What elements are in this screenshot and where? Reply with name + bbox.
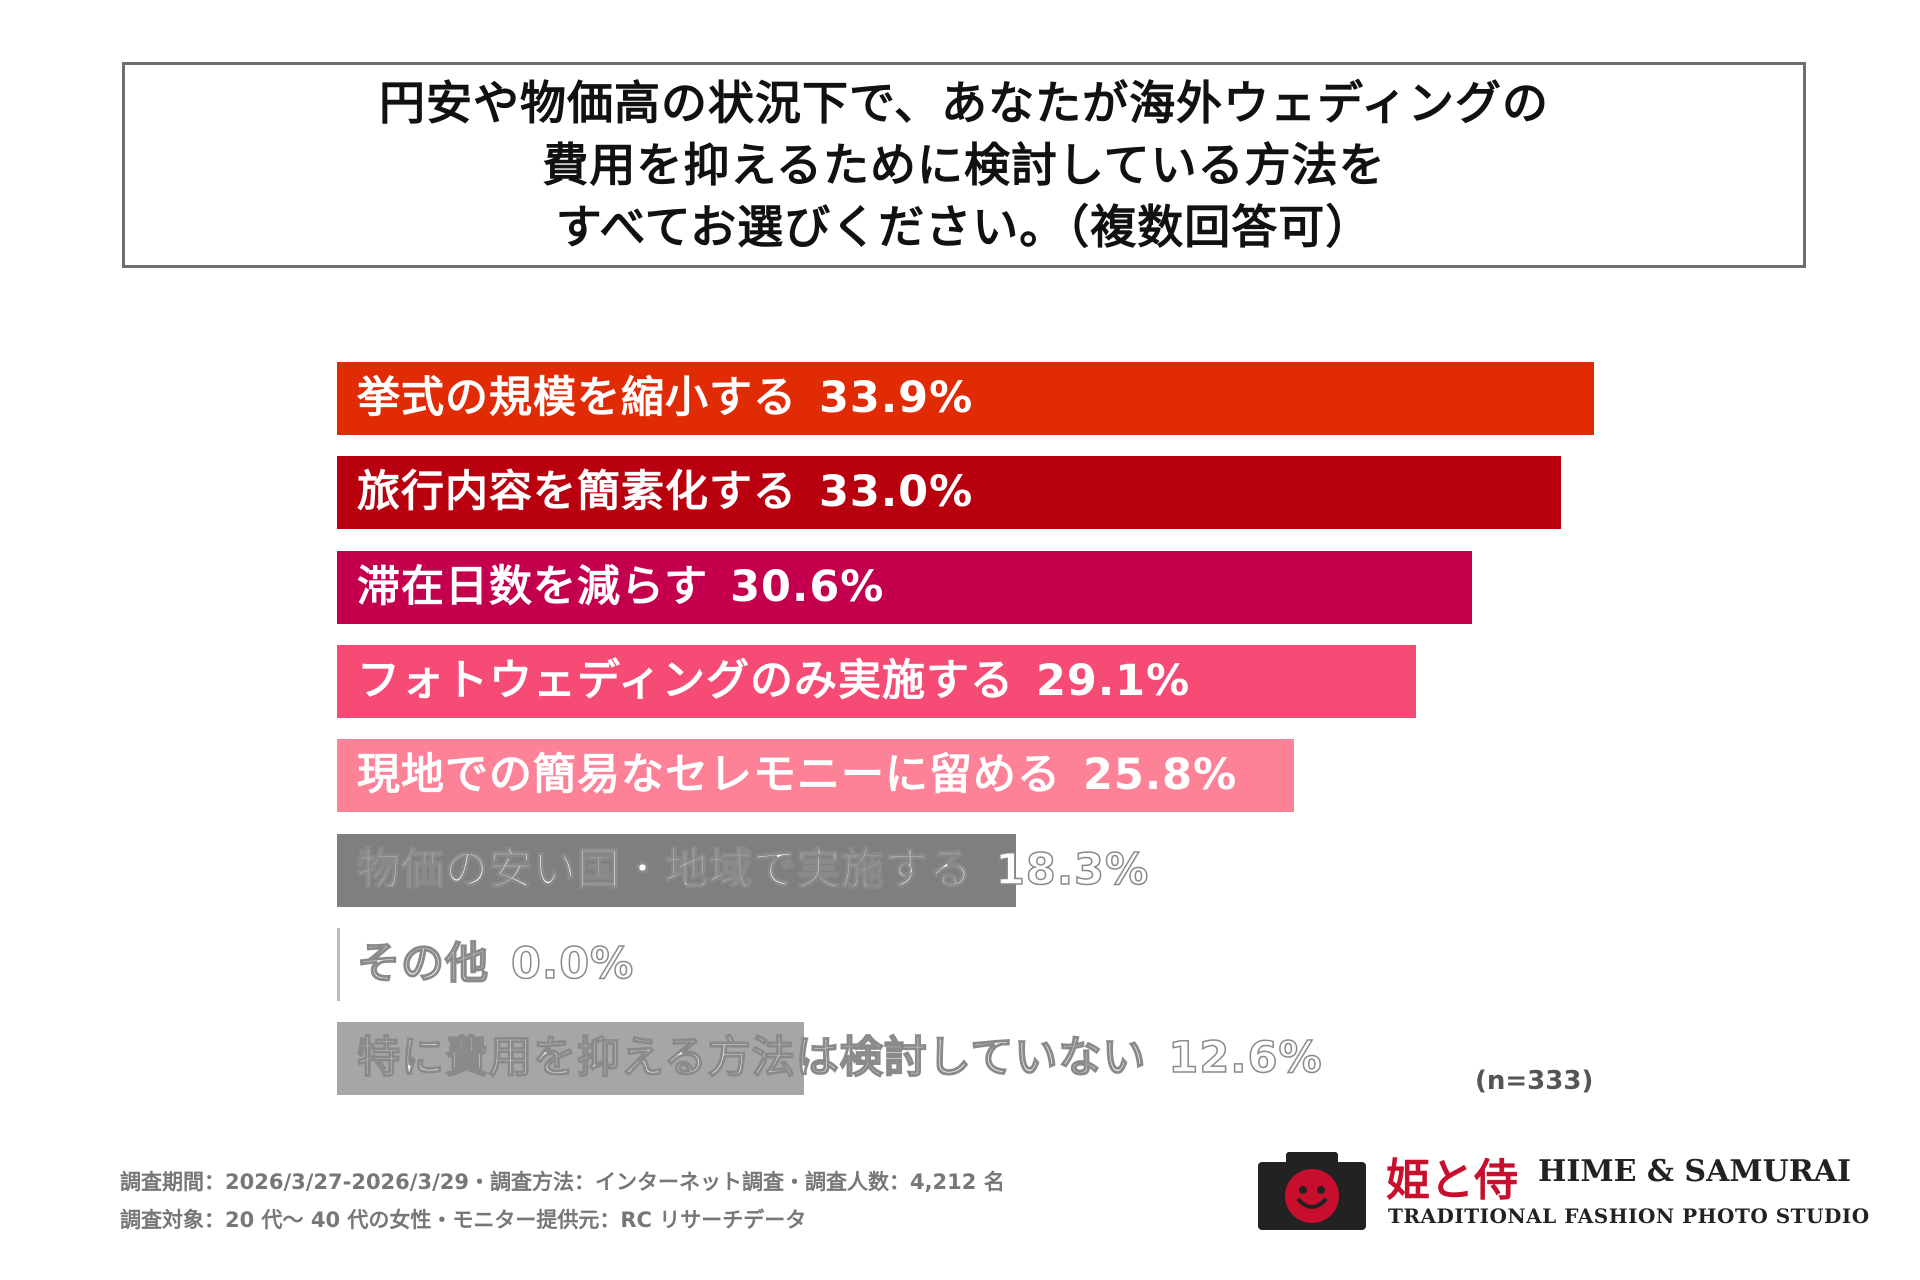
- category-label: その他: [356, 938, 489, 990]
- question-title-line-2: 費用を抑えるために検討している方法を: [542, 138, 1386, 192]
- brand-logo: 姫と侍 HIME & SAMURAI TRADITIONAL FASHION P…: [1258, 1144, 1869, 1234]
- survey-footnote-line-1: 調査期間：2026/3/27-2026/3/29・調査方法：インターネット調査・…: [120, 1170, 1005, 1194]
- category-label: 旅行内容を簡素化する: [357, 467, 797, 518]
- bar-3: [337, 550, 1472, 624]
- logo-subtitle: TRADITIONAL FASHION PHOTO STUDIO: [1388, 1204, 1870, 1228]
- value-label: 12.6%: [1168, 1032, 1323, 1084]
- value-label: 29.1%: [1036, 655, 1191, 706]
- value-label: 33.0%: [819, 467, 974, 518]
- category-label: 現地での簡易なセレモニーに留める: [357, 750, 1061, 801]
- value-label: 0.0%: [510, 938, 635, 990]
- bar-6: [337, 833, 1016, 907]
- survey-footnote-line-2: 調査対象：20 代～ 40 代の女性・モニター提供元：RC リサーチデータ: [120, 1208, 807, 1232]
- question-title-box: 円安や物価高の状況下で、あなたが海外ウェディングの 費用を抑えるために検討してい…: [122, 62, 1806, 268]
- sample-size-note: (n=333): [1475, 1066, 1594, 1096]
- bar-label-1: 挙式の規模を縮小する 33.9%: [357, 362, 973, 435]
- bar-label-7: その他 0.0%: [356, 928, 635, 1001]
- category-label: 物価の安い国・地域で実施する: [356, 844, 973, 896]
- value-label: 25.8%: [1083, 750, 1238, 801]
- value-label: 30.6%: [730, 561, 885, 612]
- bar-1: [337, 362, 1594, 435]
- logo-japanese-text: 姫と侍: [1386, 1155, 1518, 1206]
- bar-5: [337, 739, 1294, 813]
- value-label: 33.9%: [819, 373, 974, 423]
- camera-smile-icon: [1258, 1152, 1366, 1230]
- bar-label-4: フォトウェディングのみ実施する 29.1%: [357, 645, 1190, 718]
- category-label: 滞在日数を減らす: [357, 561, 709, 612]
- question-title-line-1: 円安や物価高の状況下で、あなたが海外ウェディングの: [379, 76, 1549, 130]
- logo-english-text: HIME & SAMURAI: [1538, 1154, 1851, 1189]
- bar-label-8: 特に費用を抑える方法は検討していない 12.6%: [356, 1022, 1323, 1095]
- bar-7: [337, 927, 340, 1001]
- category-label: フォトウェディングのみ実施する: [357, 655, 1014, 706]
- category-label: 挙式の規模を縮小する: [357, 373, 797, 423]
- bar-label-3: 滞在日数を減らす 30.6%: [357, 551, 884, 624]
- category-label: 特に費用を抑える方法は検討していない: [356, 1032, 1147, 1084]
- bar-2: [337, 456, 1561, 530]
- bar-label-2: 旅行内容を簡素化する 33.0%: [357, 456, 973, 529]
- value-label: 18.3%: [994, 844, 1150, 896]
- bar-8: [337, 1022, 805, 1096]
- bar-4: [337, 644, 1417, 718]
- bar-label-5: 現地での簡易なセレモニーに留める 25.8%: [357, 739, 1237, 812]
- question-title-line-3: すべてお選びください。（複数回答可）: [555, 200, 1373, 254]
- bar-label-6: 物価の安い国・地域で実施する 18.3%: [356, 834, 1150, 907]
